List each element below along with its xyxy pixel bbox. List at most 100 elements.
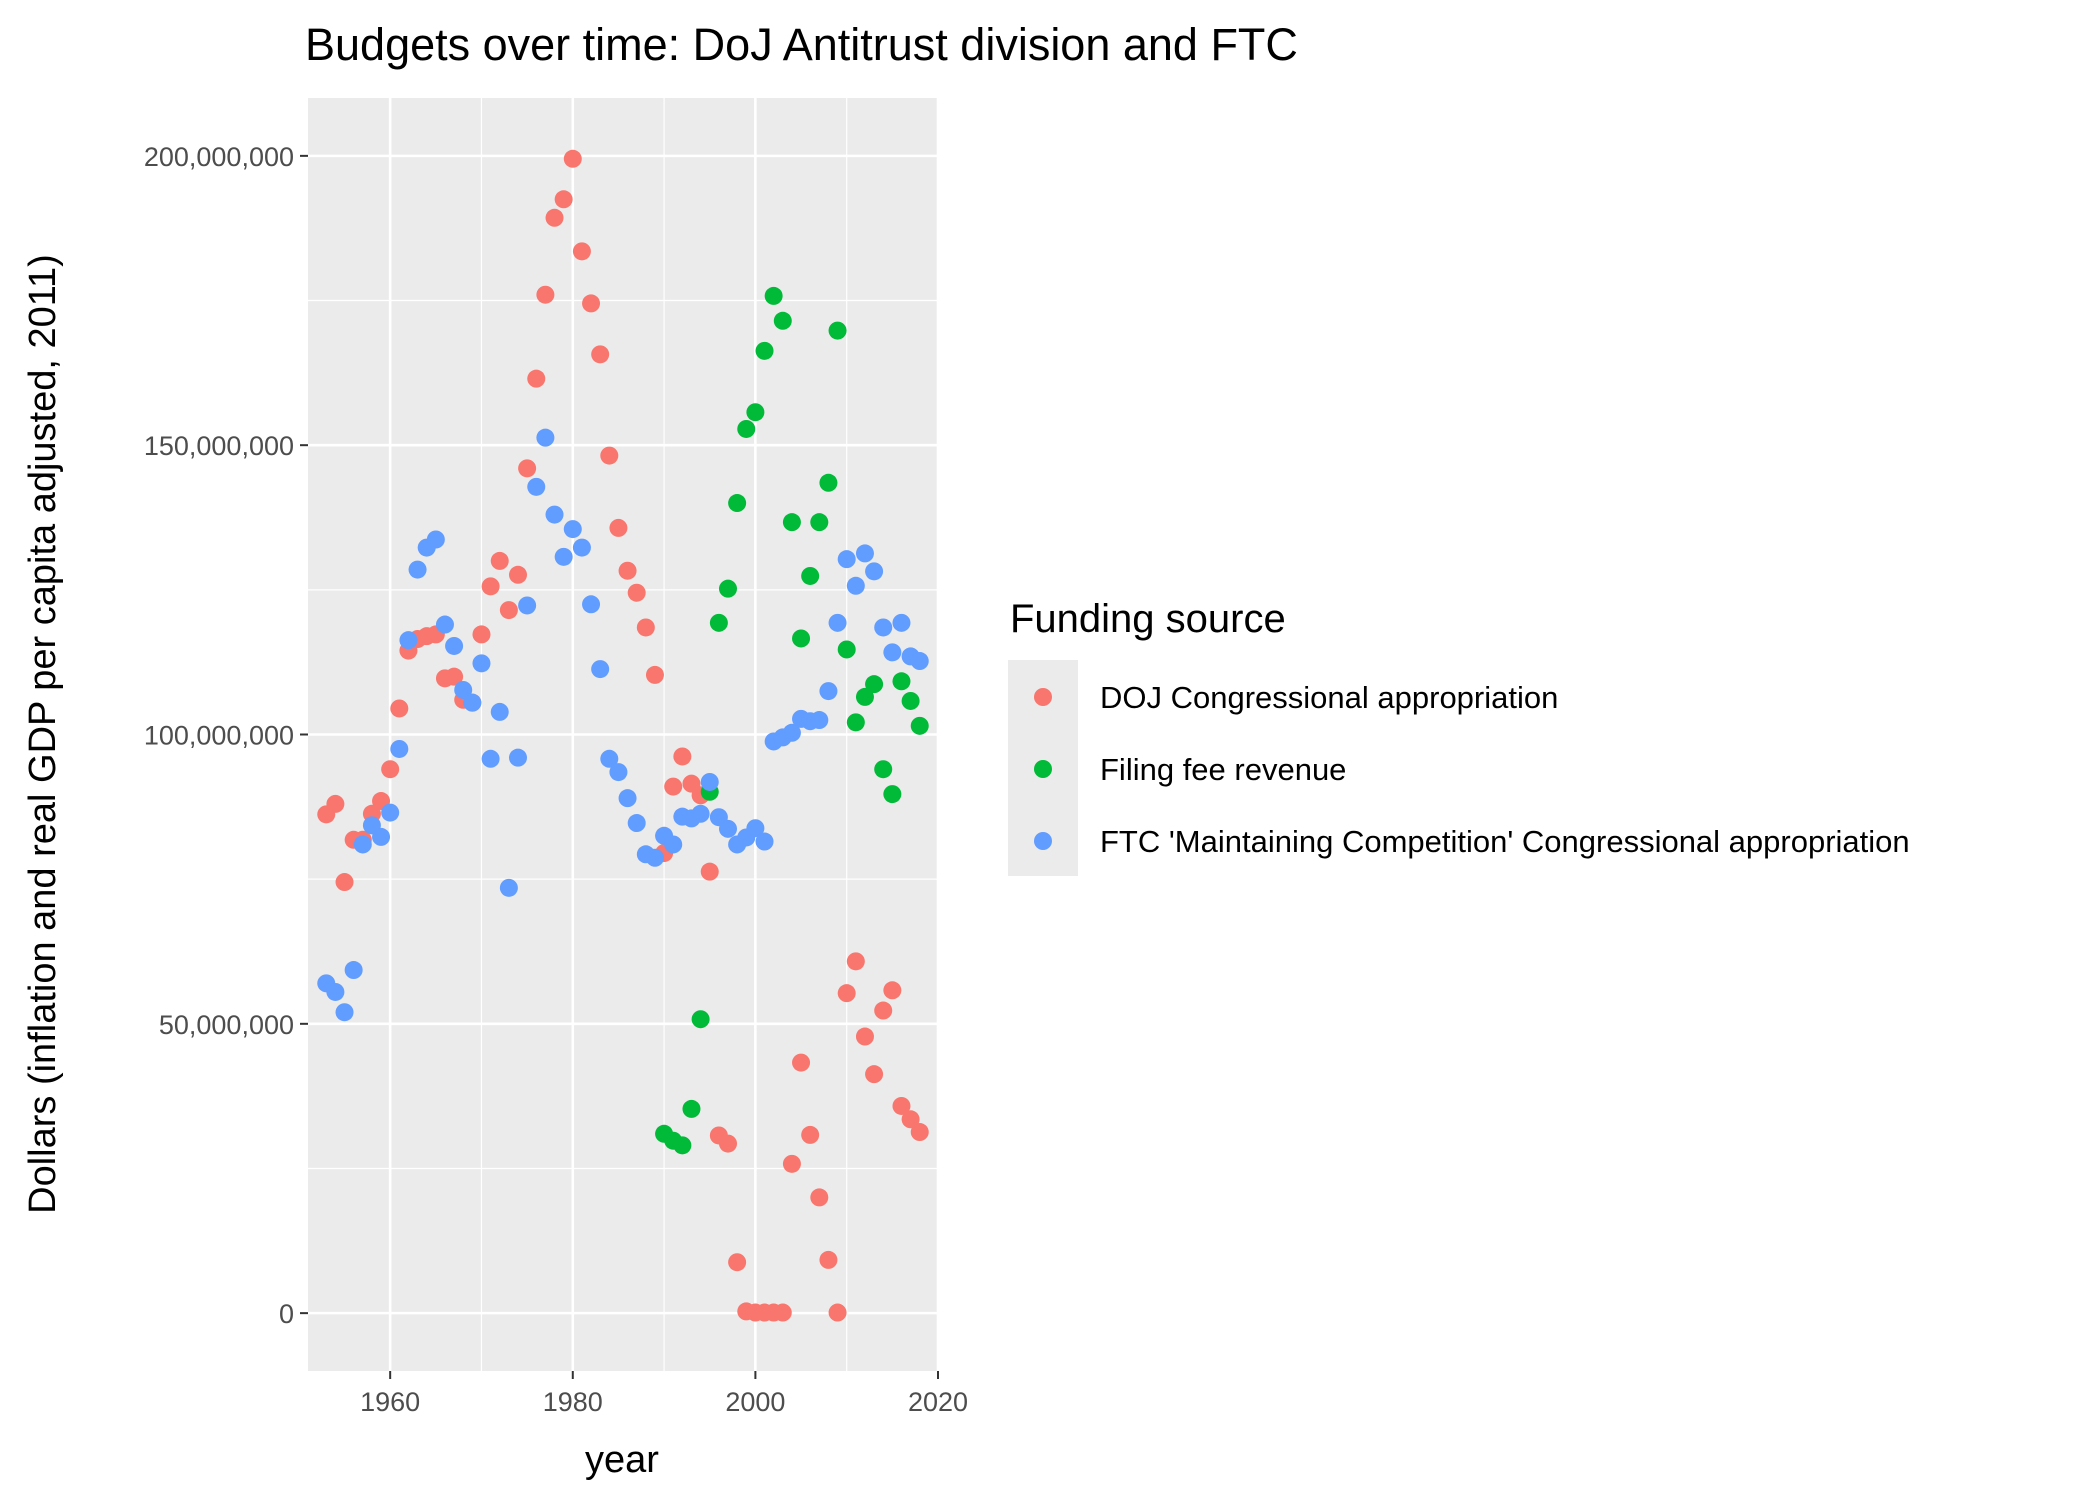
x-tick-label: 2020 [908,1387,968,1417]
data-point [472,654,491,673]
data-point [874,1001,893,1020]
x-tick-label: 1960 [360,1387,420,1417]
data-point [536,285,555,304]
data-point [810,1188,829,1207]
data-point [509,748,527,767]
data-point [344,961,363,980]
data-point [719,819,737,838]
data-point [554,190,573,209]
legend-key [1034,832,1052,850]
data-point [746,403,765,422]
data-point [499,878,518,897]
data-points [317,149,929,1322]
data-point [792,1053,811,1072]
data-point [819,1250,838,1269]
data-point [846,576,865,595]
data-point [773,311,792,330]
data-point [435,615,454,634]
data-point [828,1303,847,1322]
data-point [755,341,774,360]
data-point [445,667,464,686]
data-point [563,520,582,539]
y-tick-label: 100,000,000 [144,721,294,751]
data-point [700,862,719,881]
data-point [728,494,747,513]
data-point [719,579,737,598]
data-point [481,749,500,768]
chart-title: Budgets over time: DoJ Antitrust divisio… [305,19,1298,70]
data-point [673,747,692,766]
legend-label: DOJ Congressional appropriation [1100,680,1558,715]
data-point [828,613,847,632]
data-point [426,530,445,549]
data-point [782,513,801,532]
data-point [454,680,473,699]
data-point [609,763,628,782]
legend-items: DOJ Congressional appropriation Filing fe… [1008,660,1910,876]
data-point [892,672,911,691]
data-point [728,1253,747,1272]
data-point [582,595,601,614]
data-point [837,550,856,569]
data-point [618,561,637,580]
grid-major [308,98,940,1371]
data-point [499,601,518,620]
data-point [490,702,509,721]
data-point [645,848,664,867]
data-point [691,1010,710,1029]
data-point [463,693,482,712]
data-point [527,369,546,388]
data-point [326,794,345,813]
data-point [326,982,345,1001]
y-tick-label: 0 [279,1299,294,1329]
data-point [801,1125,820,1144]
data-point [472,625,491,644]
x-tick-labels: 1960 1980 2000 2020 [360,1387,968,1417]
data-point [490,551,509,570]
data-point [627,814,646,833]
data-point [563,149,582,168]
data-point [691,804,710,823]
data-point [865,562,884,581]
data-point [792,629,811,648]
data-point [390,699,409,718]
data-point [883,785,902,804]
data-point [618,789,637,808]
y-tick-label: 50,000,000 [159,1010,294,1040]
data-point [855,544,874,563]
data-point [837,984,856,1003]
data-point [801,566,820,585]
data-point [518,596,537,615]
data-point [600,446,619,465]
data-point [536,428,555,447]
legend-key [1034,688,1052,706]
data-point [782,1154,801,1173]
legend-label: Filing fee revenue [1100,752,1346,787]
data-point [445,636,464,655]
data-point [645,665,664,684]
data-point [381,760,400,779]
data-point [673,1136,692,1155]
data-point [636,618,655,637]
data-point [764,286,783,305]
y-axis-title: Dollars (inflation and real GDP per capi… [22,254,64,1214]
data-point [545,208,564,227]
data-point [819,473,838,492]
data-point [855,687,874,706]
data-point [828,321,847,340]
data-point [865,1065,884,1084]
data-point [910,652,929,671]
data-point [664,777,683,796]
data-point [627,583,646,602]
data-point [782,723,801,742]
data-point [883,981,902,1000]
data-point [335,873,354,892]
data-point [554,547,573,566]
data-point [709,613,728,632]
data-point [700,772,719,791]
data-point [846,713,865,732]
data-point [892,1096,911,1115]
series-1 [317,149,929,1322]
data-point [572,242,591,261]
data-point [773,1303,792,1322]
